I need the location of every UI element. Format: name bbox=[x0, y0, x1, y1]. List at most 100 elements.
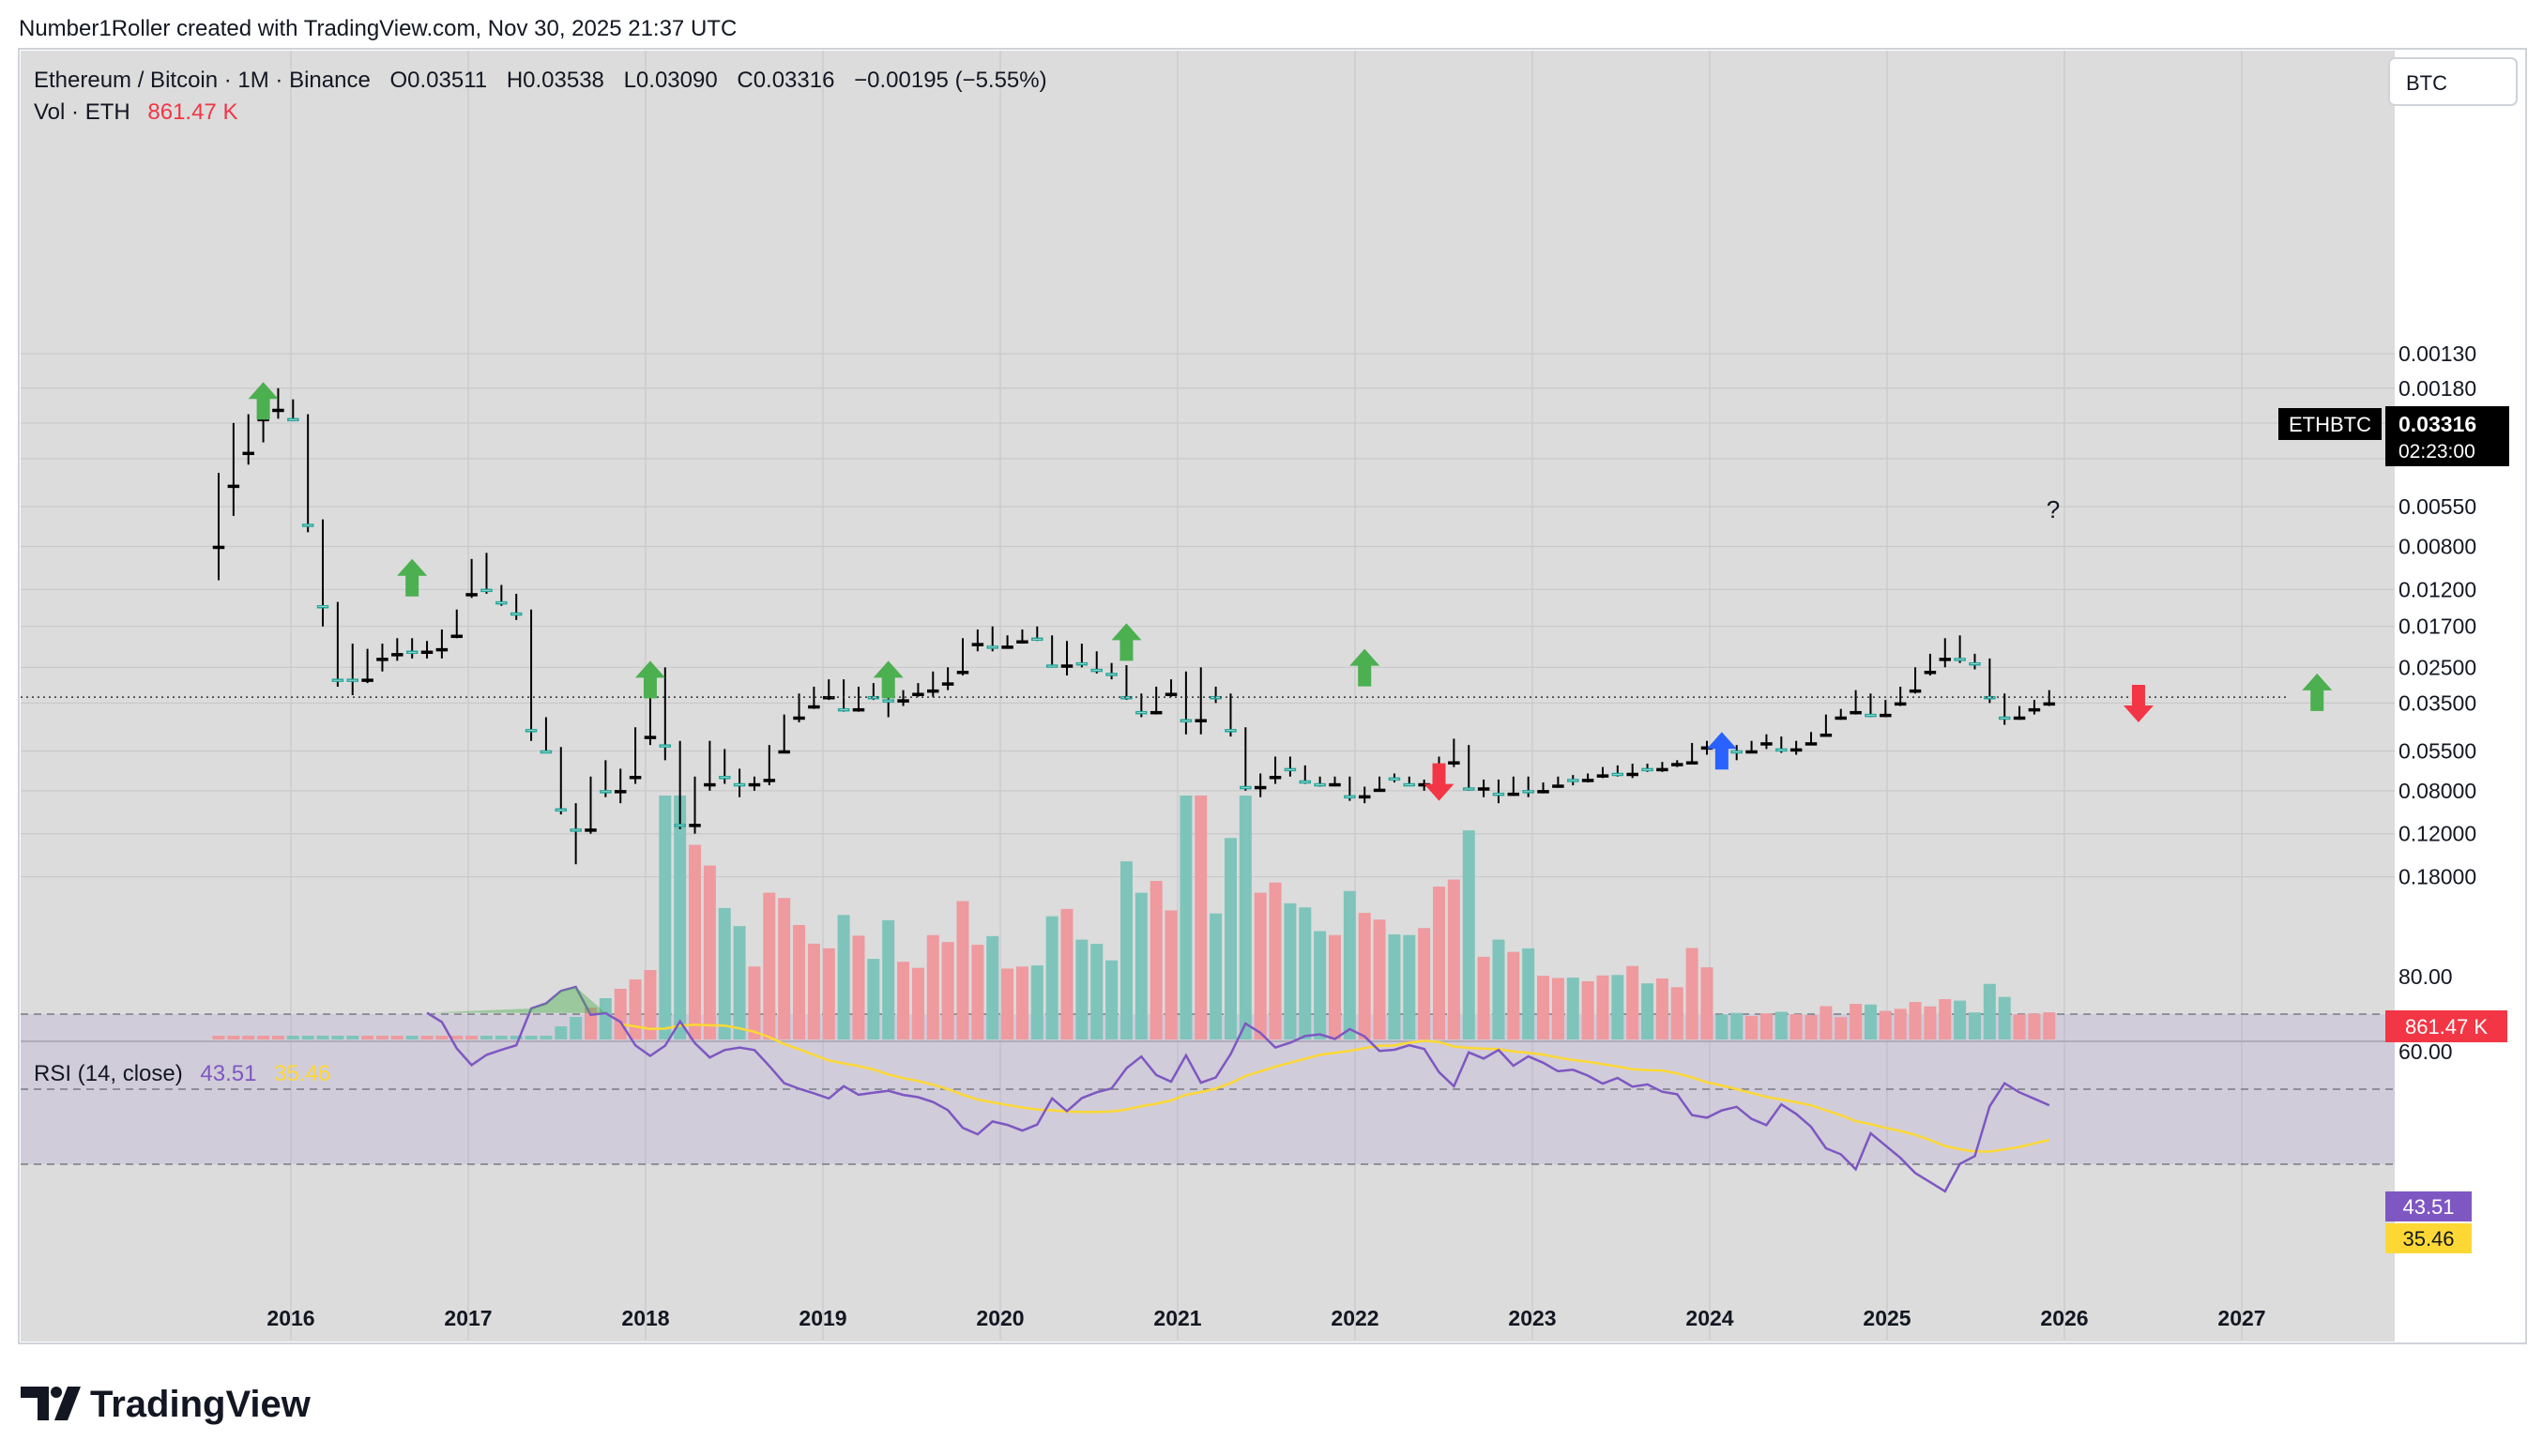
time-axis-label: 2016 bbox=[266, 1306, 314, 1330]
volume-bar bbox=[1909, 1002, 1922, 1039]
candle bbox=[689, 776, 701, 834]
price-axis-label: 0.08000 bbox=[2398, 779, 2476, 803]
up-arrow-icon bbox=[1349, 648, 1380, 687]
up-arrow-icon bbox=[1111, 623, 1142, 661]
candle bbox=[927, 671, 939, 697]
volume-bar bbox=[1119, 861, 1133, 1039]
volume-bar bbox=[1388, 933, 1401, 1039]
price-axis-label: 0.12000 bbox=[2398, 822, 2476, 846]
candle bbox=[1984, 658, 1996, 704]
price-axis-label: 0.01700 bbox=[2398, 614, 2476, 639]
volume-bar bbox=[1105, 960, 1119, 1039]
volume-bar bbox=[480, 1036, 493, 1039]
volume-bar bbox=[1715, 1014, 1728, 1039]
rsi-axis-label: 80.00 bbox=[2398, 964, 2453, 989]
volume-bar bbox=[1820, 1006, 1833, 1039]
up-arrow-icon bbox=[248, 382, 279, 420]
candle bbox=[1835, 708, 1847, 720]
candle bbox=[495, 584, 508, 606]
candle bbox=[1939, 638, 1952, 668]
volume-bar bbox=[570, 1017, 583, 1039]
volume-bar bbox=[822, 948, 835, 1039]
time-axis-label: 2019 bbox=[799, 1306, 846, 1330]
volume-bar bbox=[1492, 939, 1505, 1039]
symbol-legend: Ethereum / Bitcoin · 1M · Binance O0.035… bbox=[34, 68, 1047, 93]
volume-bar bbox=[1477, 956, 1490, 1039]
candle bbox=[1804, 732, 1818, 746]
volume-bar bbox=[807, 943, 820, 1039]
ohlc-low: L0.03090 bbox=[624, 68, 718, 93]
candle bbox=[1045, 635, 1058, 668]
volume-bar bbox=[867, 959, 880, 1039]
candle bbox=[465, 558, 478, 599]
candle bbox=[1820, 714, 1833, 737]
arrow-layer bbox=[248, 382, 2333, 801]
volume-bar bbox=[1879, 1010, 1892, 1039]
volume-bar bbox=[316, 1036, 329, 1039]
candle bbox=[1299, 765, 1312, 784]
volume-bar bbox=[1284, 902, 1297, 1039]
candle bbox=[1344, 776, 1356, 801]
volume-bar bbox=[1804, 1015, 1818, 1039]
candle bbox=[718, 749, 731, 784]
down-arrow-icon bbox=[2123, 684, 2154, 722]
volume-bar bbox=[227, 1036, 240, 1039]
volume-tag: 861.47 K bbox=[2385, 1010, 2507, 1042]
volume-bar bbox=[271, 1036, 284, 1039]
candle bbox=[2028, 700, 2041, 715]
volume-bar bbox=[510, 1036, 523, 1039]
ohlc-close: C0.03316 bbox=[737, 68, 834, 93]
time-axis[interactable]: 2016 2017 2018 2019 2020 2021 2022 2023 2024 2025… bbox=[266, 1306, 2265, 1330]
volume-bar bbox=[242, 1036, 255, 1039]
volume-bar bbox=[301, 1036, 314, 1039]
rsi-line bbox=[426, 985, 2050, 1193]
volume-bar bbox=[525, 1036, 538, 1039]
volume-bar bbox=[852, 935, 865, 1039]
volume-bar bbox=[1596, 975, 1609, 1039]
volume-bar bbox=[882, 919, 895, 1039]
volume-bar bbox=[435, 1036, 449, 1039]
candle bbox=[1730, 745, 1743, 761]
price-axis-label: 0.01200 bbox=[2398, 577, 2476, 601]
candle bbox=[778, 714, 790, 754]
volume-bar bbox=[1329, 934, 1341, 1039]
volume-bar bbox=[1150, 881, 1163, 1039]
candle bbox=[1358, 786, 1371, 804]
rsi-ma-legend-value: 35.46 bbox=[274, 1061, 330, 1086]
rsi-legend: RSI (14, close) 43.51 35.46 bbox=[34, 1061, 330, 1086]
candle bbox=[1016, 629, 1028, 645]
candle bbox=[212, 473, 225, 581]
price-tag-countdown: 02:23:00 bbox=[2398, 441, 2475, 463]
up-arrow-icon bbox=[1706, 732, 1737, 770]
candle bbox=[287, 399, 299, 422]
volume-bar bbox=[1358, 913, 1371, 1039]
candle bbox=[1909, 667, 1922, 694]
tradingview-logo[interactable]: TradingView bbox=[21, 1384, 312, 1425]
candle bbox=[420, 641, 434, 659]
volume-bar bbox=[1180, 796, 1193, 1039]
up-arrow-icon bbox=[634, 660, 665, 699]
volume-bar bbox=[1060, 908, 1074, 1039]
volume-bar bbox=[1462, 830, 1475, 1039]
up-arrow-icon bbox=[873, 660, 904, 699]
candle bbox=[1477, 779, 1490, 797]
volume-bar bbox=[1075, 939, 1089, 1039]
volume-bar bbox=[926, 934, 939, 1039]
candle bbox=[1492, 779, 1505, 804]
credit-text: Number1Roller created with TradingView.c… bbox=[19, 16, 737, 41]
candle bbox=[272, 387, 284, 419]
volume-bar bbox=[331, 1036, 344, 1039]
time-axis-label: 2023 bbox=[1508, 1306, 1556, 1330]
candle bbox=[1314, 776, 1326, 787]
rsi-value-tag: 43.51 bbox=[2385, 1191, 2472, 1221]
volume-bar bbox=[212, 1036, 225, 1039]
currency-button[interactable]: BTC bbox=[2388, 57, 2518, 106]
candle bbox=[837, 679, 850, 712]
rsi-overbought-fill bbox=[427, 987, 606, 1013]
candle bbox=[600, 760, 612, 797]
candle bbox=[912, 683, 924, 697]
price-axis-label: 0.02500 bbox=[2398, 655, 2476, 679]
candle bbox=[540, 717, 553, 754]
candle bbox=[629, 727, 642, 784]
